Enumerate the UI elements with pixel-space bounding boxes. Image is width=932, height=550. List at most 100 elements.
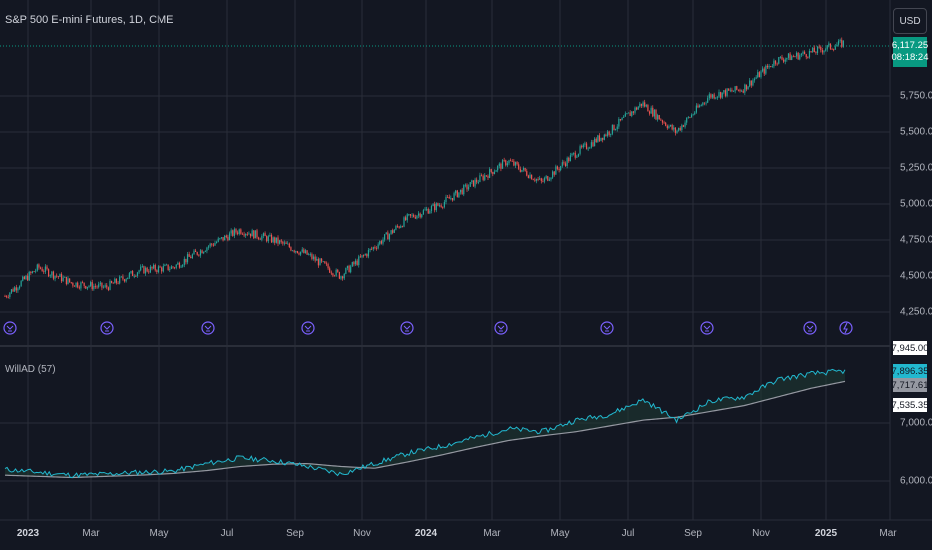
candle-body	[216, 241, 218, 244]
candle-body	[46, 266, 48, 270]
candle-body	[377, 244, 379, 249]
candle-body	[673, 127, 675, 130]
candle-body	[556, 166, 559, 169]
candle-body	[776, 63, 778, 65]
candle-body	[392, 230, 394, 233]
candlestick-series	[4, 37, 844, 300]
candle-body	[193, 250, 195, 255]
candle-body	[650, 107, 652, 114]
candle-body	[521, 169, 523, 172]
dividend-arrow-icon[interactable]	[494, 321, 508, 335]
indicator-tag-value: 7,896.35	[891, 364, 929, 378]
dividend-arrow-icon[interactable]	[803, 321, 817, 335]
candle-body	[167, 264, 169, 270]
candle-body	[206, 247, 208, 252]
indicator-label[interactable]: WillAD (57)	[5, 364, 56, 375]
candle-body	[715, 97, 717, 99]
candle-body	[505, 160, 507, 166]
candle-body	[587, 148, 589, 150]
dividend-arrow-icon[interactable]	[3, 321, 17, 335]
currency-button[interactable]: USD	[893, 8, 927, 34]
candle-body	[62, 277, 64, 282]
candle-body	[390, 230, 392, 235]
candle-body	[246, 233, 248, 235]
candle-body	[136, 272, 139, 277]
candle-body	[23, 276, 25, 280]
candle-body	[537, 178, 539, 180]
candle-body	[411, 214, 413, 216]
candle-body	[711, 94, 714, 98]
candle-body	[237, 232, 239, 234]
candle-body	[773, 60, 775, 67]
candle-body	[690, 114, 693, 118]
dividend-arrow-icon[interactable]	[600, 321, 614, 335]
candle-body	[707, 98, 709, 103]
candle-body	[823, 50, 825, 53]
dividend-arrow-icon[interactable]	[201, 321, 215, 335]
last-price-value: 6,117.25	[891, 40, 929, 51]
candle-body	[406, 214, 408, 221]
candle-body	[747, 86, 749, 90]
candle-body	[616, 126, 618, 130]
candle-body	[49, 275, 51, 277]
candle-body	[522, 167, 525, 170]
candle-body	[561, 162, 563, 167]
dividend-arrow-icon[interactable]	[301, 321, 315, 335]
indicator-tick: 7,000.00	[900, 417, 932, 429]
candle-body	[702, 102, 704, 106]
candle-body	[81, 282, 84, 284]
candle-body	[57, 276, 59, 278]
candle-body	[742, 90, 744, 93]
candle-body	[821, 50, 823, 53]
candle-body	[708, 94, 710, 99]
candle-body	[382, 239, 384, 244]
candle-body	[463, 185, 465, 195]
candle-body	[763, 68, 765, 74]
candle-body	[311, 254, 313, 259]
candle-body	[369, 248, 371, 251]
candle-body	[555, 166, 557, 175]
candle-body	[154, 265, 156, 271]
candle-body	[632, 111, 634, 113]
candle-body	[489, 169, 491, 178]
candle-body	[739, 89, 741, 92]
candle-body	[48, 269, 50, 277]
candle-body	[657, 115, 659, 120]
events-row[interactable]	[3, 321, 853, 335]
candle-body	[508, 160, 510, 164]
candle-body	[101, 282, 103, 288]
candle-body	[298, 253, 300, 255]
candle-body	[542, 180, 544, 182]
candle-body	[487, 175, 489, 178]
candle-body	[102, 286, 105, 288]
candle-body	[241, 233, 244, 235]
dividend-arrow-icon[interactable]	[400, 321, 414, 335]
candle-body	[217, 238, 219, 242]
candle-body	[602, 137, 604, 140]
candle-body	[314, 256, 316, 261]
candle-body	[15, 287, 17, 291]
candle-body	[144, 267, 147, 274]
candle-body	[624, 113, 626, 117]
candle-body	[319, 258, 321, 266]
candle-body	[303, 249, 305, 254]
candle-body	[243, 234, 245, 236]
candle-body	[831, 48, 833, 50]
candle-body	[196, 252, 198, 255]
dividend-arrow-icon[interactable]	[100, 321, 114, 335]
candle-body	[33, 271, 35, 273]
candle-body	[35, 270, 37, 272]
candle-body	[356, 260, 358, 266]
lightning-icon[interactable]	[839, 321, 853, 335]
candle-body	[574, 152, 576, 158]
candle-body	[655, 109, 657, 120]
candle-body	[834, 46, 836, 50]
candle-body	[14, 287, 16, 292]
candle-body	[629, 112, 631, 116]
candle-body	[385, 232, 387, 235]
candle-body	[581, 146, 583, 148]
candle-body	[511, 161, 513, 162]
candle-body	[603, 134, 605, 140]
dividend-arrow-icon[interactable]	[700, 321, 714, 335]
